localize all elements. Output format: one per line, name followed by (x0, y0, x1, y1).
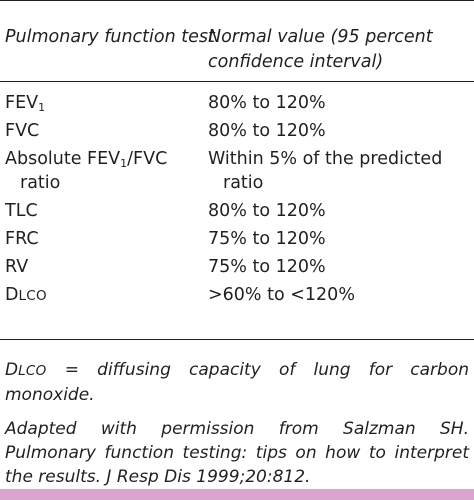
row-value: 80% to 120% (208, 93, 326, 113)
row-test: FRC (5, 229, 39, 249)
table-row: FEV1 80% to 120% (0, 91, 474, 119)
row-test: RV (5, 257, 29, 277)
table-row: TLC 80% to 120% (0, 199, 474, 227)
accent-bar (0, 489, 474, 500)
table-row: Absolute FEV1/FVC ratio Within 5% of the… (0, 147, 474, 199)
row-value: 80% to 120% (208, 201, 326, 221)
table-row: FRC 75% to 120% (0, 227, 474, 255)
row-test: FEV1 (5, 93, 46, 114)
bottom-rule (0, 339, 474, 340)
row-value: >60% to <120% (208, 285, 355, 305)
row-value: 80% to 120% (208, 121, 326, 141)
row-value: 75% to 120% (208, 229, 326, 249)
pulmonary-table: FEV1 80% to 120% FVC 80% to 120% Absolut… (0, 91, 474, 312)
header-normal-value: Normal value (95 percent confidence inte… (208, 27, 433, 72)
row-test: TLC (5, 201, 38, 221)
table-notes: DLCO = diffusing capacity of lung for ca… (5, 358, 469, 499)
table-row: DLCO >60% to <120% (0, 283, 474, 312)
table-row: RV 75% to 120% (0, 255, 474, 283)
table-row: FVC 80% to 120% (0, 119, 474, 147)
row-test: DLCO (5, 285, 47, 305)
top-rule (0, 0, 474, 1)
row-test: FVC (5, 121, 40, 141)
row-test: Absolute FEV1/FVC ratio (5, 149, 168, 193)
source-note: Adapted with permission from Salzman SH.… (5, 419, 469, 487)
header-rule (0, 81, 474, 82)
row-value: Within 5% of the predicted ratio (208, 149, 443, 193)
dlco-footnote: DLCO = diffusing capacity of lung for ca… (5, 360, 469, 405)
header-test: Pulmonary function test (5, 27, 215, 47)
row-value: 75% to 120% (208, 257, 326, 277)
